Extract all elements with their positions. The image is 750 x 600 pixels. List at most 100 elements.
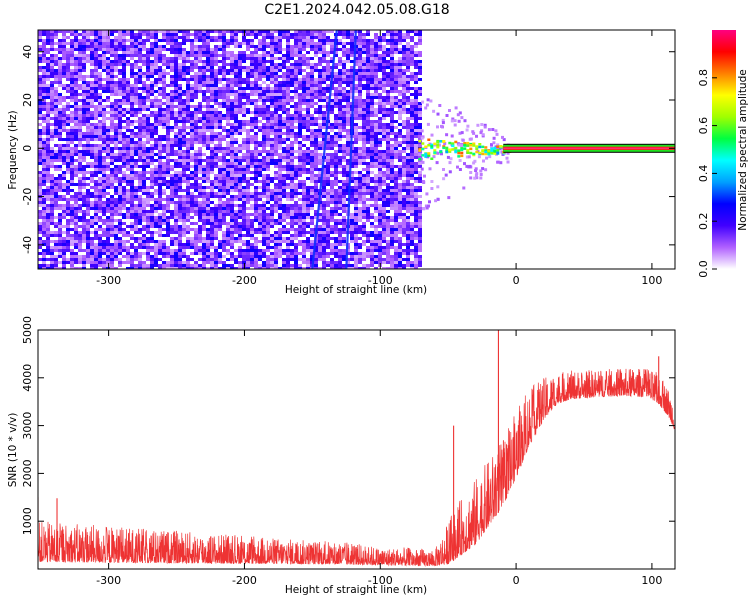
spectrogram-cell [310,192,314,195]
spectrogram-cell [246,111,250,114]
spectrogram-cell [354,75,358,78]
spectrogram-cell [146,39,150,42]
spectrogram-cell [74,174,78,177]
spectrogram-cell [302,117,306,120]
spectrogram-cell [370,189,374,192]
spectrogram-cell [386,93,390,96]
spectrogram-cell [82,30,86,33]
spectrogram-cell [354,90,358,93]
spectrogram-cell [122,93,126,96]
spectrogram-cell [46,114,50,117]
spectrogram-cell [266,117,270,120]
spectrogram-cell [394,141,398,144]
spectrogram-cell [410,132,414,135]
spectrogram-cell [262,192,266,195]
spectrogram-cell [146,66,150,69]
spectrogram-cell [110,93,114,96]
spectrogram-cell [66,132,70,135]
spectrogram-cell [278,36,282,39]
spectrogram-cell [278,162,282,165]
spectrogram-cell [182,123,186,126]
spectrogram-cell [302,165,306,168]
spectrogram-cell [406,60,410,63]
spectrogram-cell [238,96,242,99]
spectrogram-cell [286,126,290,129]
spectrogram-cell [186,96,190,99]
spectrogram-cell [158,87,162,90]
spectrogram-cell [82,150,86,153]
spectrogram-cell [386,108,390,111]
spectrogram-cell [150,213,154,216]
spectrogram-cell [258,105,262,108]
spectrogram-cell [198,78,202,81]
spectrogram-cell [418,42,422,45]
spectrogram-cell [410,48,414,51]
spectrogram-cell [110,39,114,42]
spectrogram-cell [254,144,258,147]
spectrogram-cell [418,108,422,111]
spectrogram-cell [138,186,142,189]
spectrogram-cell [226,123,230,126]
spectrogram-cell [46,204,50,207]
spectrogram-cell [354,186,358,189]
spectrogram-cell [350,174,354,177]
spectrogram-cell [238,204,242,207]
spectrogram-cell [170,177,174,180]
spectrogram-cell [314,132,318,135]
spectrogram-cell [342,174,346,177]
spectrogram-cell [214,81,218,84]
spectrogram-cell [262,123,266,126]
spectrogram-cell [190,78,194,81]
spectrogram-cell [374,102,378,105]
spectrogram-cell [362,126,366,129]
spectrogram-cell [186,195,190,198]
spectrogram-cell [242,207,246,210]
spectrogram-cell [194,108,198,111]
spectrogram-cell [94,210,98,213]
spectrogram-cell [310,162,314,165]
spectrogram-cell [258,195,262,198]
spectrogram-cell [390,147,394,150]
spectrogram-cell [58,195,62,198]
spectrogram-cell [134,177,138,180]
spectrogram-cell [126,39,130,42]
spectrogram-cell [214,192,218,195]
spectrogram-cell [62,63,66,66]
spectrogram-cell [238,189,242,192]
spectrogram-cell [258,171,262,174]
spectrogram-cell [346,135,350,138]
spectrogram-cell [98,138,102,141]
spectrogram-cell [226,51,230,54]
spectrogram-cell [234,141,238,144]
spectrogram-cell [358,186,362,189]
spectrogram-cell [282,99,286,102]
spectrogram-cell [262,189,266,192]
spectrogram-cell [94,81,98,84]
spectrogram-cell [102,90,106,93]
spectrogram-cell [338,126,342,129]
spectrogram-cell [286,183,290,186]
spectrogram-cell [106,33,110,36]
spectrogram-cell [66,42,70,45]
spectrogram-cell [170,165,174,168]
spectrogram-cell [226,39,230,42]
spectrogram-cell [242,213,246,216]
spectrogram-cell [158,186,162,189]
spectrogram-cell [318,72,322,75]
spectrogram-cell [378,39,382,42]
spectrogram-cell [74,132,78,135]
spectrogram-cell [146,150,150,153]
spectrogram-cell [282,126,286,129]
spectrogram-cell [286,90,290,93]
spectrogram-cell [102,126,106,129]
spectrogram-cell [258,144,262,147]
spectrogram-cell [42,57,46,60]
spectrogram-cell [370,57,374,60]
spectrogram-cell [366,75,370,78]
spectrogram-cell [234,186,238,189]
spectrogram-cell [42,213,46,216]
spectrogram-cell [342,204,346,207]
spectrogram-cell [242,204,246,207]
spectrogram-cell [122,75,126,78]
spectrogram-cell [358,135,362,138]
